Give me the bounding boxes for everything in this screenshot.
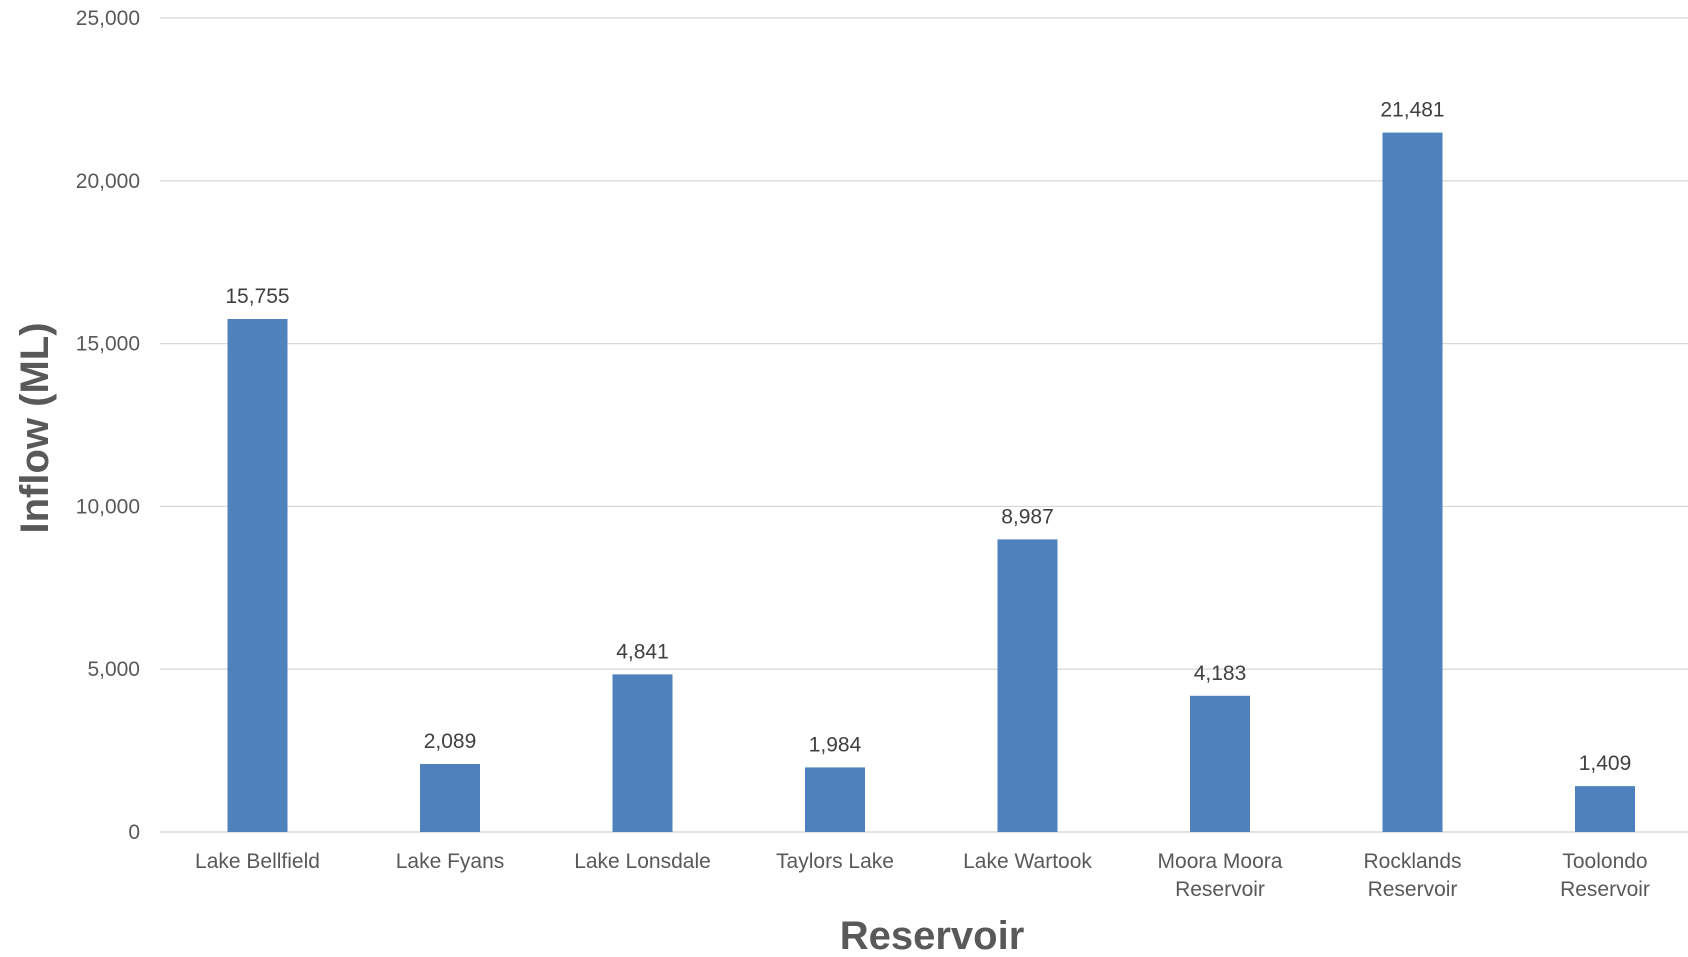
- data-label: 4,183: [1194, 662, 1247, 685]
- y-tick-label: 0: [128, 821, 140, 844]
- bar: [805, 767, 865, 832]
- x-tick-label: Rocklands Reservoir: [1363, 850, 1461, 901]
- y-tick-label: 25,000: [76, 7, 140, 30]
- y-tick-label: 5,000: [87, 658, 140, 681]
- gridlines: [160, 17, 1688, 833]
- x-tick-label: Toolondo Reservoir: [1560, 850, 1650, 901]
- data-label: 21,481: [1380, 99, 1444, 122]
- bar: [612, 674, 673, 832]
- bar: [227, 319, 288, 832]
- y-tick-label: 20,000: [76, 170, 140, 193]
- data-label: 2,089: [424, 730, 477, 753]
- bar: [997, 539, 1058, 832]
- x-tick-label: Taylors Lake: [776, 850, 894, 873]
- x-tick-label: Lake Lonsdale: [574, 850, 711, 873]
- data-label: 8,987: [1001, 505, 1054, 528]
- x-tick-label: Lake Fyans: [396, 850, 505, 873]
- y-axis-ticks: 0 5,000 10,000 15,000 20,000 25,000: [76, 7, 140, 844]
- x-tick-label: Lake Wartook: [963, 850, 1092, 873]
- bar: [420, 763, 480, 832]
- y-tick-label: 15,000: [76, 333, 140, 356]
- data-label: 4,841: [616, 640, 669, 663]
- data-label: 1,984: [809, 733, 862, 756]
- y-tick-label: 10,000: [76, 495, 140, 518]
- bar: [1382, 132, 1443, 833]
- y-axis-title: Inflow (ML): [13, 322, 57, 533]
- x-tick-label: Moora Moora Reservoir: [1158, 850, 1283, 901]
- data-labels: 15,755 2,089 4,841 1,984 8,987 4,183 21,481 1,4…: [225, 99, 1631, 776]
- bar: [1190, 695, 1250, 832]
- x-axis-categories: Lake Bellfield Lake Fyans Lake Lonsdale Tay…: [195, 850, 1650, 901]
- bar: [1575, 786, 1635, 832]
- data-label: 15,755: [225, 285, 289, 308]
- bars: [227, 132, 1635, 833]
- data-label: 1,409: [1579, 752, 1632, 775]
- x-tick-label: Lake Bellfield: [195, 850, 320, 873]
- x-axis-title: Reservoir: [840, 914, 1025, 957]
